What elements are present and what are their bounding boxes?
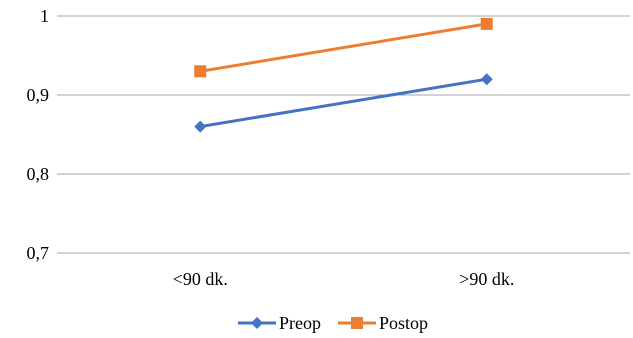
legend: Preop Postop <box>238 313 428 333</box>
legend-item-postop: Postop <box>338 313 428 333</box>
series-postop <box>194 17 493 78</box>
y-axis-tick-labels: 0,7 0,8 0,9 1 <box>27 6 50 263</box>
legend-marker <box>351 317 363 329</box>
data-point-postop <box>194 65 207 78</box>
legend-label: Preop <box>279 313 321 333</box>
y-tick-label: 0,9 <box>27 85 50 105</box>
chart-series <box>194 17 493 133</box>
data-point-preop <box>480 73 493 86</box>
data-point-preop <box>194 120 207 133</box>
legend-label: Postop <box>379 313 428 333</box>
series-preop <box>194 73 493 133</box>
legend-marker <box>251 317 263 329</box>
data-point-postop <box>480 17 493 30</box>
gridlines <box>57 15 630 254</box>
x-axis-tick-labels: <90 dk. >90 dk. <box>173 269 515 289</box>
y-tick-label: 0,8 <box>27 164 50 184</box>
series-line-preop <box>200 77 487 129</box>
y-tick-label: 0,7 <box>27 243 50 263</box>
series-line-postop <box>200 22 487 73</box>
legend-item-preop: Preop <box>238 313 321 333</box>
x-tick-label: >90 dk. <box>459 269 514 289</box>
x-tick-label: <90 dk. <box>173 269 228 289</box>
y-tick-label: 1 <box>40 6 49 26</box>
